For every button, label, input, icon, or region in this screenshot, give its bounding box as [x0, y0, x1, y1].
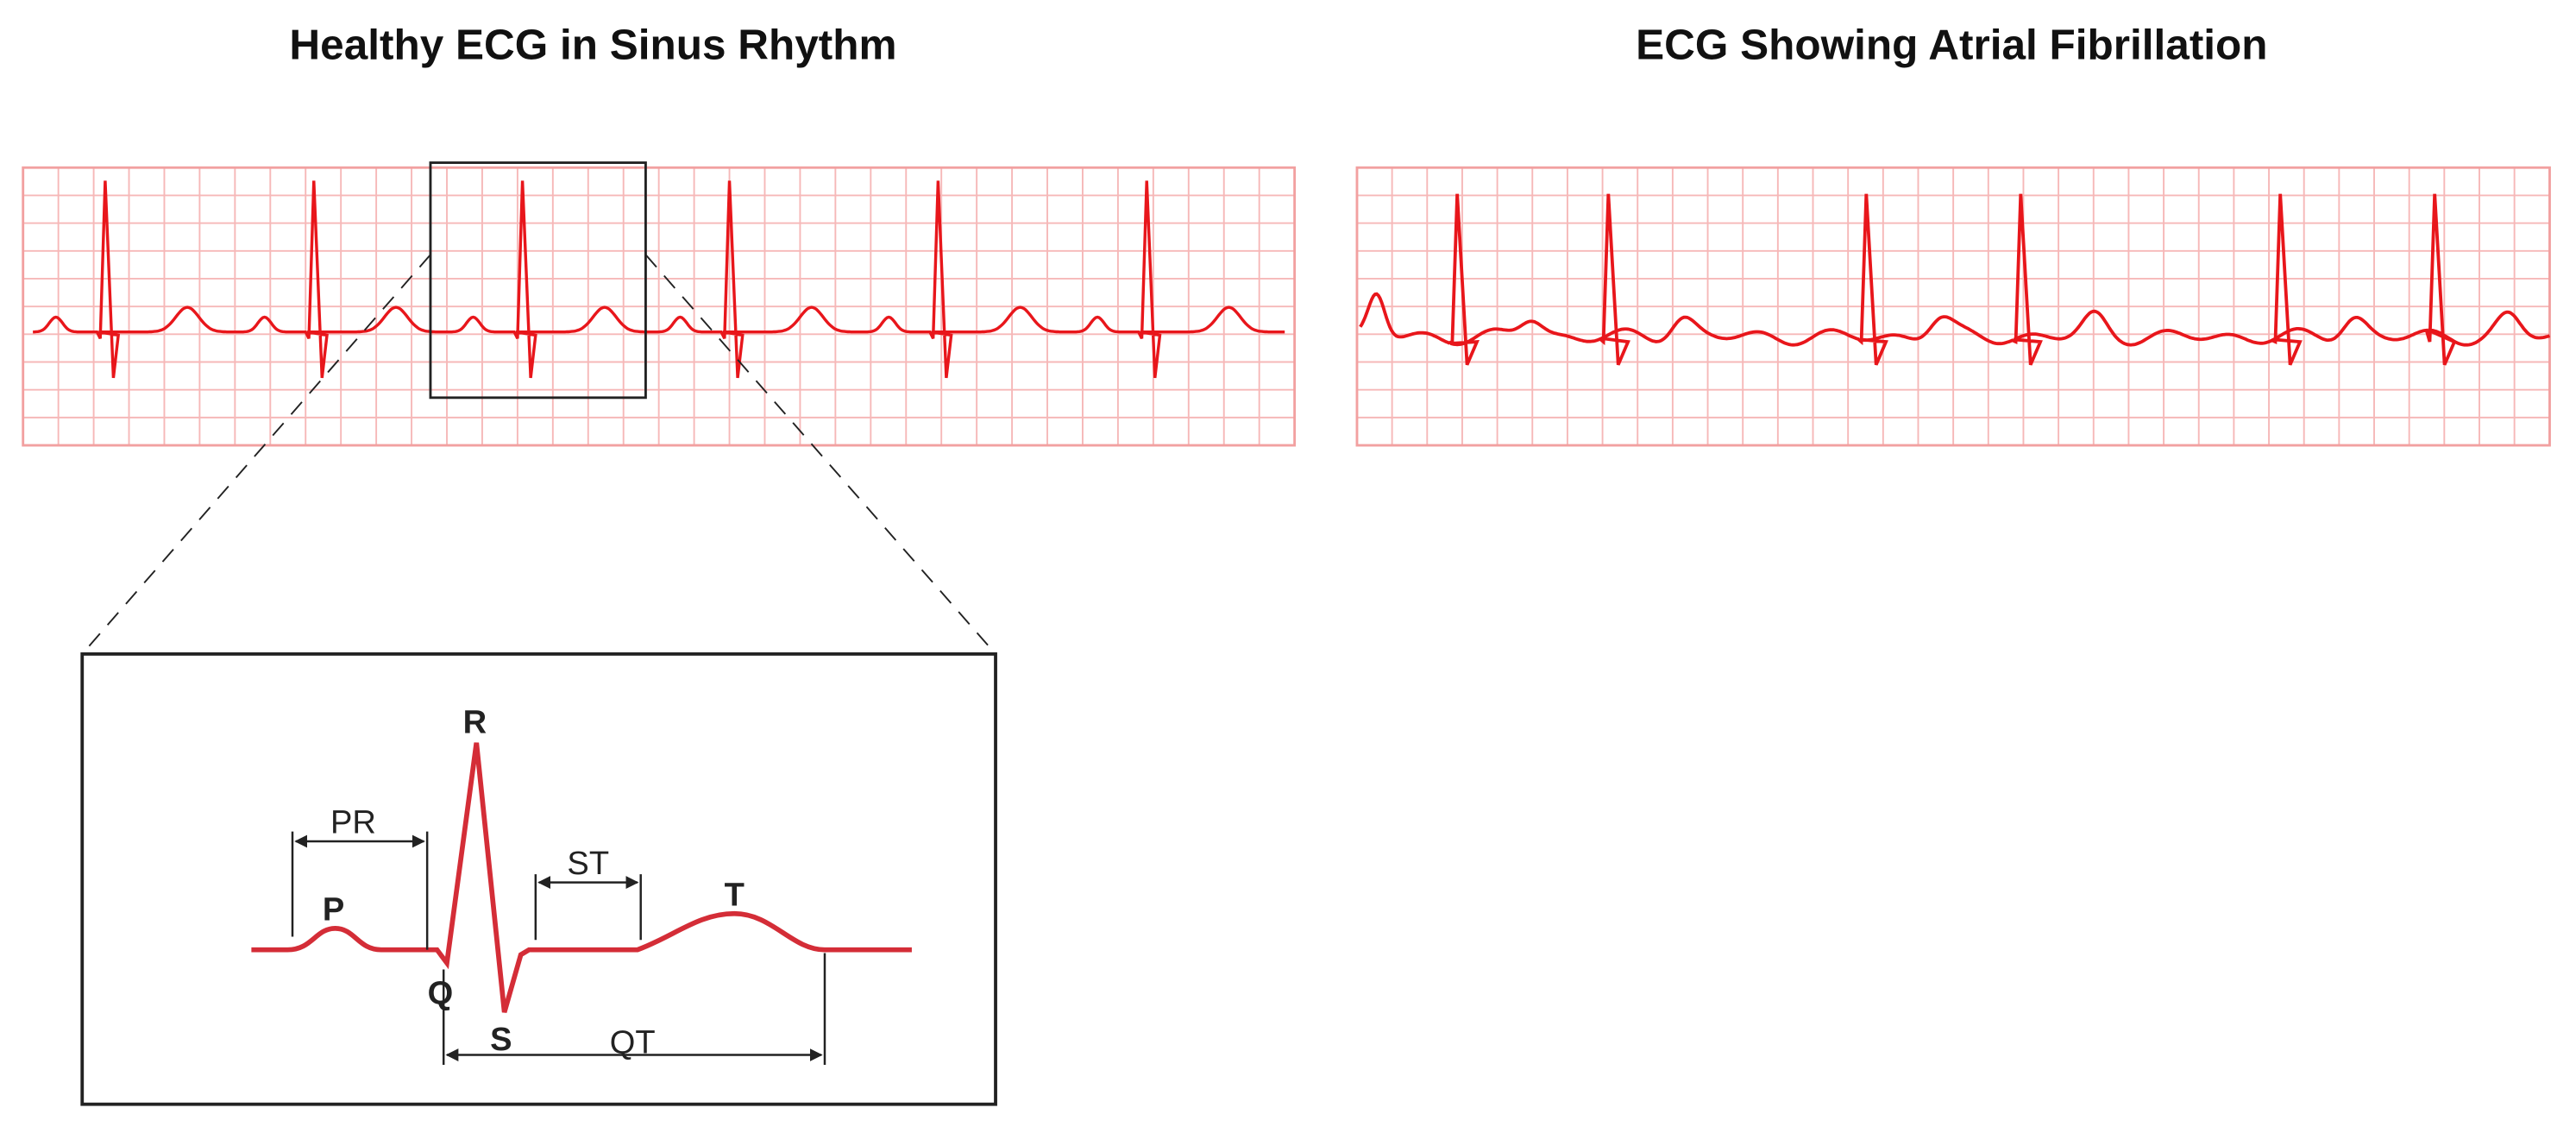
interval-label: QT: [610, 1025, 656, 1061]
ecg-trace: [1359, 193, 2551, 366]
zoom-box: [429, 161, 647, 400]
interval-label: PR: [330, 804, 376, 840]
interval-label: ST: [567, 846, 609, 882]
zoom-panel: [80, 651, 997, 1106]
panel-title: Healthy ECG in Sinus Rhythm: [289, 22, 896, 69]
wave-label: R: [463, 704, 487, 740]
wave-label: Q: [428, 976, 454, 1012]
grid-border: [22, 166, 1297, 447]
wave-label: T: [725, 877, 745, 913]
ecg-grid: [1356, 167, 2551, 447]
grid-border: [1355, 166, 2551, 447]
ecg-trace: [33, 180, 1285, 379]
interval-markers: [291, 831, 826, 1065]
ecg-grid: [22, 167, 1296, 447]
wave-label: P: [323, 891, 344, 928]
ecg-beat: [251, 742, 912, 1013]
panel-title: ECG Showing Atrial Fibrillation: [1636, 22, 2267, 69]
zoom-line: [81, 254, 431, 655]
wave-label: S: [490, 1022, 512, 1058]
zoom-line: [644, 254, 996, 655]
